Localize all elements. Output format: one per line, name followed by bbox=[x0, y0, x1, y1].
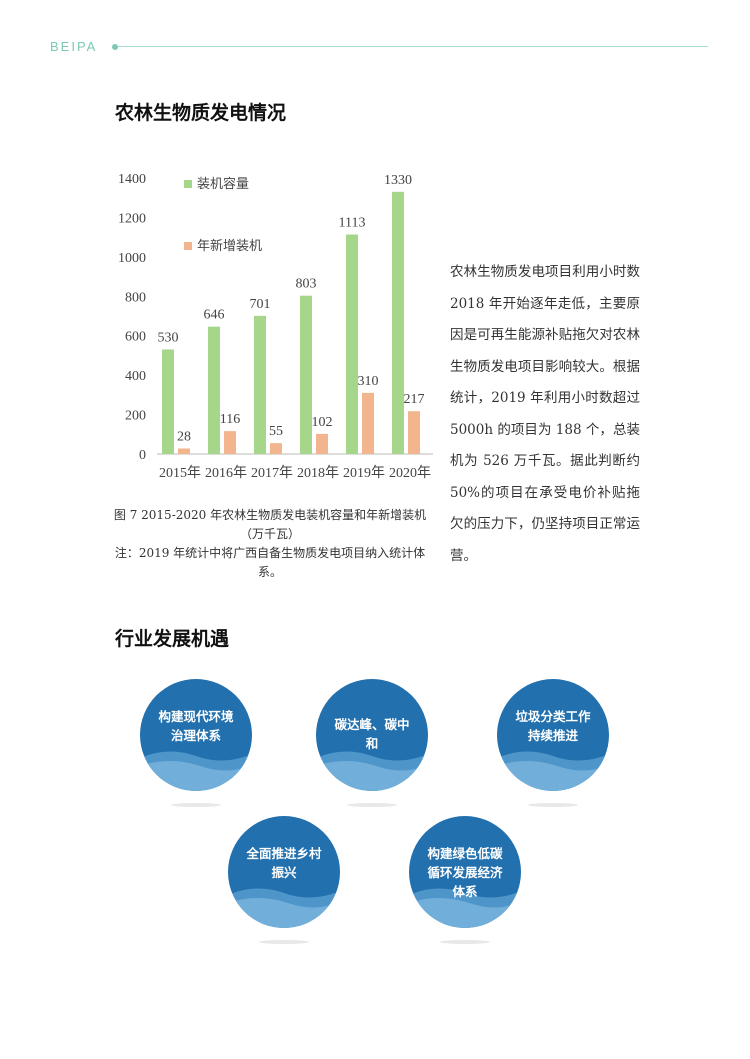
header-divider bbox=[118, 46, 708, 47]
bar-capacity bbox=[300, 295, 312, 454]
y-tick-label: 400 bbox=[125, 369, 146, 384]
circle-shadow bbox=[347, 803, 397, 807]
data-label: 1113 bbox=[339, 216, 366, 231]
wave-decoration bbox=[140, 751, 252, 791]
y-tick-label: 1200 bbox=[118, 211, 146, 226]
data-label: 530 bbox=[158, 331, 179, 346]
bar-new bbox=[178, 448, 190, 454]
y-tick-label: 0 bbox=[139, 448, 146, 463]
circle-shadow bbox=[171, 803, 221, 807]
wave-decoration bbox=[409, 888, 521, 928]
section-title-opportunities: 行业发展机遇 bbox=[115, 628, 230, 650]
x-tick-label: 2015年 bbox=[159, 465, 201, 481]
header-dot bbox=[112, 44, 118, 50]
y-tick-label: 1400 bbox=[118, 172, 146, 187]
caption-note: 注：2019 年统计中将广西自备生物质发电项目纳入统计体系。 bbox=[114, 546, 426, 579]
data-label: 803 bbox=[296, 277, 317, 292]
wave-decoration bbox=[316, 751, 428, 791]
x-tick-label: 2019年 bbox=[343, 465, 385, 481]
wave-decoration bbox=[497, 751, 609, 791]
bar-capacity bbox=[346, 234, 358, 454]
opportunity-label: 构建绿色低碳循环发展经济体系 bbox=[427, 846, 503, 899]
data-label: 217 bbox=[404, 392, 425, 407]
bar-capacity bbox=[162, 349, 174, 454]
opportunity-label: 构建现代环境治理体系 bbox=[158, 709, 234, 743]
legend-swatch bbox=[184, 180, 192, 188]
data-label: 102 bbox=[312, 415, 333, 430]
data-label: 1330 bbox=[384, 173, 412, 188]
opportunity-circle: 碳达峰、碳中和 bbox=[316, 679, 428, 791]
y-tick-label: 200 bbox=[125, 409, 146, 424]
data-label: 646 bbox=[204, 308, 225, 323]
section-title-biomass: 农林生物质发电情况 bbox=[115, 102, 287, 124]
opportunity-circle: 构建绿色低碳循环发展经济体系 bbox=[409, 816, 521, 928]
wave-decoration bbox=[228, 888, 340, 928]
opportunity-circle: 全面推进乡村振兴 bbox=[228, 816, 340, 928]
bar-capacity bbox=[208, 326, 220, 454]
y-tick-label: 800 bbox=[125, 290, 146, 305]
bar-new bbox=[270, 443, 282, 454]
x-tick-label: 2016年 bbox=[205, 465, 247, 481]
legend-swatch bbox=[184, 242, 192, 250]
body-paragraph: 农林生物质发电项目利用小时数 2018 年开始逐年走低，主要原因是可再生能源补贴… bbox=[450, 264, 640, 564]
data-label: 701 bbox=[250, 297, 271, 312]
x-tick-label: 2017年 bbox=[251, 465, 293, 481]
caption-title: 图 7 2015-2020 年农林生物质发电装机容量和年新增装机（万千瓦） bbox=[113, 508, 427, 541]
opportunity-circle: 构建现代环境治理体系 bbox=[140, 679, 252, 791]
bar-capacity bbox=[392, 191, 404, 455]
opportunity-circle: 垃圾分类工作持续推进 bbox=[497, 679, 609, 791]
data-label: 28 bbox=[177, 429, 191, 444]
circle-shadow bbox=[440, 940, 490, 944]
circle-shadow bbox=[528, 803, 578, 807]
y-tick-label: 1000 bbox=[118, 251, 146, 266]
bar-new bbox=[408, 411, 420, 454]
opportunity-label: 全面推进乡村振兴 bbox=[246, 846, 322, 880]
data-label: 55 bbox=[269, 424, 283, 439]
x-tick-label: 2018年 bbox=[297, 465, 339, 481]
legend-label: 装机容量 bbox=[197, 176, 249, 191]
data-label: 310 bbox=[358, 374, 379, 389]
opportunity-label: 碳达峰、碳中和 bbox=[334, 717, 410, 751]
circle-shadow bbox=[259, 940, 309, 944]
bar-new bbox=[224, 431, 236, 454]
data-label: 116 bbox=[220, 412, 240, 427]
bar-new bbox=[362, 392, 374, 454]
brand-logo: BEIPA bbox=[50, 39, 98, 54]
figure-caption: 图 7 2015-2020 年农林生物质发电装机容量和年新增装机（万千瓦） 注：… bbox=[105, 506, 435, 582]
x-tick-label: 2020年 bbox=[389, 465, 431, 481]
bar-new bbox=[316, 433, 328, 454]
opportunity-label: 垃圾分类工作持续推进 bbox=[515, 709, 591, 743]
legend-label: 年新增装机 bbox=[197, 238, 262, 253]
bar-chart: 0 200 400 600 800 1000 1200 1400 2015年 530 28 2016年… bbox=[118, 172, 433, 481]
y-tick-label: 600 bbox=[125, 330, 146, 345]
bar-capacity bbox=[254, 315, 266, 454]
